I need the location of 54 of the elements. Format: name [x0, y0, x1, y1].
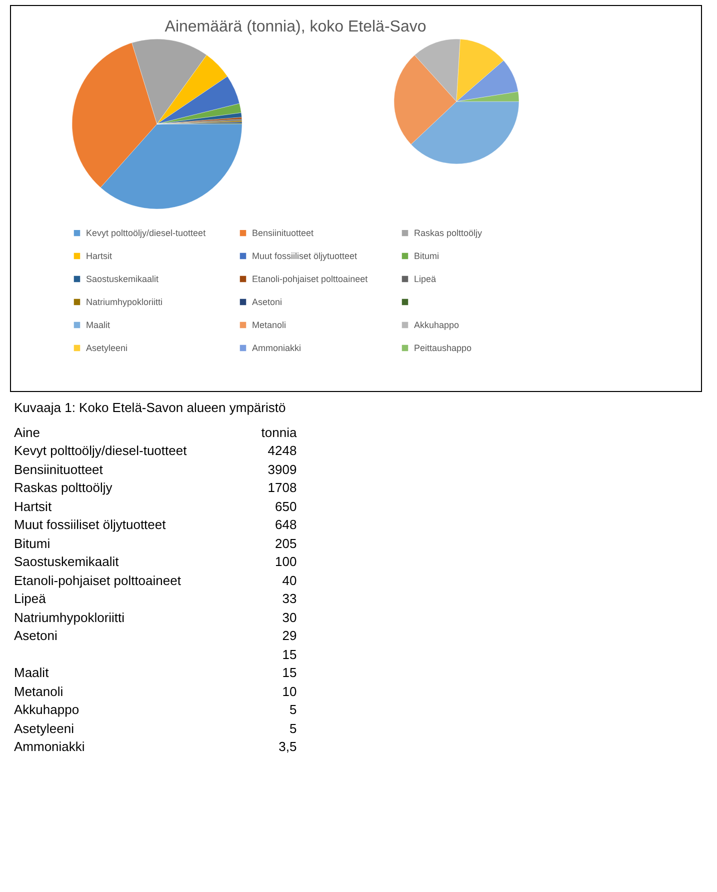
legend-label: Hartsit — [86, 251, 112, 261]
text: 5 — [289, 720, 297, 736]
text: 15 — [282, 646, 297, 662]
text: 29 — [282, 628, 297, 644]
category-label: Kevyt polttoöljy/diesel-tuotteet — [14, 442, 187, 460]
text: 648 — [275, 517, 297, 532]
legend-label: Metanoli — [252, 320, 286, 330]
legend-label: Ammoniakki — [252, 343, 302, 353]
legend-label: Kevyt polttoöljy/diesel-tuotteet — [86, 228, 206, 238]
category-label: Asetoni — [14, 627, 58, 645]
legend-label: Muut fossiiliset öljytuotteet — [252, 251, 358, 261]
text: 3,5 — [278, 739, 297, 754]
legend-label: Bensiinituotteet — [252, 228, 314, 238]
text: 10 — [282, 684, 297, 699]
category-label: Bensiinituotteet — [14, 460, 104, 478]
text: Kuvaaja 1: Koko Etelä-Savon alueen ympäristö — [14, 400, 287, 415]
legend-label: Lipeä — [414, 274, 436, 284]
category-label: Bitumi — [14, 534, 52, 552]
legend-label: Raskas polttoöljy — [414, 228, 483, 238]
text: 650 — [275, 498, 297, 514]
legend-label: Maalit — [86, 320, 111, 330]
text: 1708 — [268, 480, 297, 496]
text: 100 — [275, 554, 297, 570]
text: 4248 — [268, 443, 297, 458]
text: 40 — [282, 572, 297, 588]
text: 15 — [282, 665, 297, 680]
category-label: Akkuhappo — [14, 701, 80, 719]
category-label: Metanoli — [14, 682, 64, 700]
category-label: Lipeä — [14, 590, 47, 608]
category-label: Muut fossiiliset öljytuotteet — [14, 516, 167, 534]
legend-label: Etanoli-pohjaiset polttoaineet — [252, 274, 368, 284]
category-label: Saostuskemikaalit — [14, 553, 120, 571]
category-label: Asetyleeni — [14, 720, 75, 738]
text: 3909 — [268, 462, 297, 477]
legend-label: Bitumi — [414, 251, 440, 261]
legend-label: Asetyleeni — [86, 343, 128, 353]
legend-label: Akkuhappo — [414, 320, 460, 330]
legend-label: Peittaushappo — [414, 343, 472, 353]
text: 33 — [282, 591, 297, 606]
text: 205 — [275, 536, 297, 551]
category-label: Maalit — [14, 664, 50, 682]
text: 30 — [282, 610, 297, 625]
text: Aine — [14, 424, 42, 442]
category-label: Raskas polttoöljy — [14, 479, 114, 497]
category-label: Natriumhypokloriitti — [14, 608, 126, 626]
category-label: Etanoli-pohjaiset polttoaineet — [14, 572, 182, 590]
legend-label: Saostuskemikaalit — [86, 274, 160, 284]
category-label: Hartsit — [14, 498, 53, 516]
text: 5 — [289, 702, 297, 718]
category-label: Ammoniakki — [14, 738, 86, 756]
text: tonnia — [260, 424, 297, 442]
legend-label: Asetoni — [252, 297, 282, 307]
chart-title: Ainemäärä (tonnia), koko Etelä-Savo — [164, 18, 426, 36]
legend-label: Natriumhypokloriitti — [86, 297, 163, 307]
